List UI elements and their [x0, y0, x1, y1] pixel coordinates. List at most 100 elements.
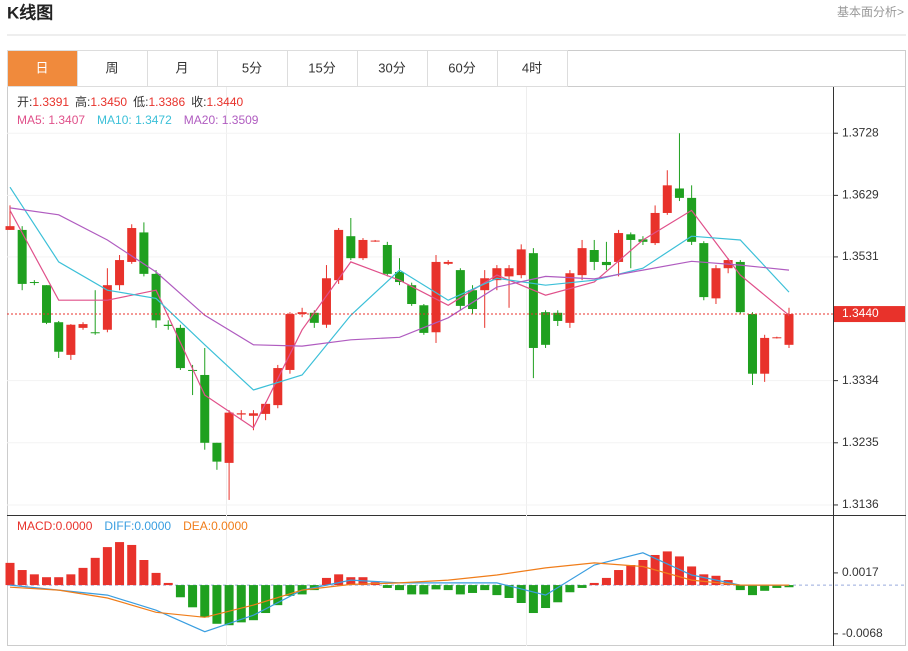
candle-body: [382, 244, 392, 274]
legend-entry: DEA:0.0000: [183, 519, 248, 533]
legend-entry: DIFF:0.0000: [104, 519, 171, 533]
info-value: 1.3391: [32, 95, 69, 109]
candle-body: [455, 270, 465, 306]
candle-body: [29, 282, 39, 284]
candle-body: [650, 212, 660, 244]
candle-body: [358, 239, 368, 259]
tab[interactable]: [217, 50, 288, 87]
candle-body: [321, 278, 331, 325]
info-value: 1.3450: [90, 95, 127, 109]
macd-bar: [674, 556, 684, 586]
ma-line: [9, 209, 790, 429]
candle-body: [735, 261, 745, 313]
macd-bar: [760, 585, 770, 591]
macd-bar: [224, 585, 234, 626]
candle-body: [78, 324, 88, 328]
macd-bar: [553, 585, 563, 603]
macd-bar: [601, 577, 611, 586]
candle-body: [747, 314, 757, 374]
tab-label[interactable]: 4时: [522, 60, 542, 75]
macd-bar: [127, 544, 137, 586]
y-tick-label: 0.0017: [842, 565, 879, 579]
candle-body: [370, 240, 380, 242]
macd-bar: [236, 585, 246, 623]
y-tick-label: 1.3531: [842, 249, 879, 263]
candle-body: [699, 243, 709, 298]
candle-body: [589, 250, 599, 262]
macd-bar: [285, 585, 295, 596]
macd-line: [9, 562, 789, 618]
candle-body: [541, 312, 551, 345]
candle-body: [431, 261, 441, 333]
tab[interactable]: [357, 50, 428, 87]
tab[interactable]: [7, 50, 78, 87]
macd-bar: [455, 585, 465, 595]
macd-bar: [175, 585, 185, 598]
candle-body: [601, 261, 611, 266]
macd-bar: [334, 574, 344, 586]
candle-body: [115, 260, 125, 286]
macd-bar: [565, 585, 575, 593]
macd-bar: [443, 585, 453, 591]
macd-bar: [407, 585, 417, 595]
macd-bar: [261, 585, 271, 614]
candle-body: [334, 229, 344, 281]
candle-body: [760, 337, 770, 374]
candle-body: [212, 442, 222, 462]
macd-bar: [772, 585, 782, 588]
macd-bar: [163, 582, 173, 586]
candle-body: [261, 403, 271, 414]
candle-body: [127, 228, 137, 262]
candle-body: [711, 268, 721, 299]
tab[interactable]: [497, 50, 568, 87]
candle-body: [395, 271, 404, 283]
tab-label[interactable]: 15分: [308, 60, 335, 75]
macd-bar: [42, 577, 52, 586]
candle-body: [309, 312, 319, 323]
macd-bar: [346, 577, 356, 586]
macd-bar: [687, 566, 697, 586]
macd-bar: [102, 547, 112, 586]
y-tick-label: 1.3334: [842, 373, 879, 387]
macd-bar: [78, 567, 88, 586]
candle-body: [565, 273, 575, 323]
macd-bar: [382, 585, 392, 588]
macd-bar: [589, 582, 599, 586]
candle-body: [175, 327, 185, 369]
tab[interactable]: [427, 50, 498, 87]
tab-label[interactable]: 5分: [242, 60, 262, 75]
chart-frame: [7, 50, 906, 646]
info-value: 1.3440: [206, 95, 243, 109]
y-tick-label: -0.0068: [842, 626, 883, 640]
ma-line: [9, 207, 790, 347]
macd-bar: [528, 585, 538, 614]
macd-bar: [784, 585, 794, 588]
candle-body: [285, 314, 295, 370]
info-label: 低:: [133, 95, 148, 109]
info-label: 高:: [75, 94, 90, 109]
macd-bar: [468, 585, 478, 593]
candle-body: [102, 285, 112, 330]
macd-bar: [115, 542, 125, 586]
candle-body: [200, 374, 210, 443]
y-tick-label: 1.3136: [842, 497, 879, 511]
last-price-label: 1.3440: [842, 306, 879, 320]
tab-label[interactable]: 60分: [448, 60, 475, 75]
candle-body: [151, 273, 161, 321]
macd-bar: [66, 574, 76, 586]
tab-label[interactable]: 30分: [378, 60, 405, 75]
macd-bar: [54, 577, 64, 586]
tab-label[interactable]: 月: [175, 60, 188, 75]
candle-body: [163, 324, 173, 326]
candle-body: [772, 337, 782, 339]
tab-label[interactable]: 周: [105, 60, 118, 75]
tab[interactable]: [287, 50, 358, 87]
tab-label[interactable]: 日: [35, 60, 48, 75]
candle-body: [614, 233, 624, 262]
title: K线图: [7, 2, 53, 22]
fundamental-link[interactable]: 基本面分析>: [837, 5, 904, 19]
candle-body: [224, 412, 234, 463]
legend-entry: MA5: 1.3407: [17, 113, 85, 127]
macd-bar: [492, 585, 502, 596]
